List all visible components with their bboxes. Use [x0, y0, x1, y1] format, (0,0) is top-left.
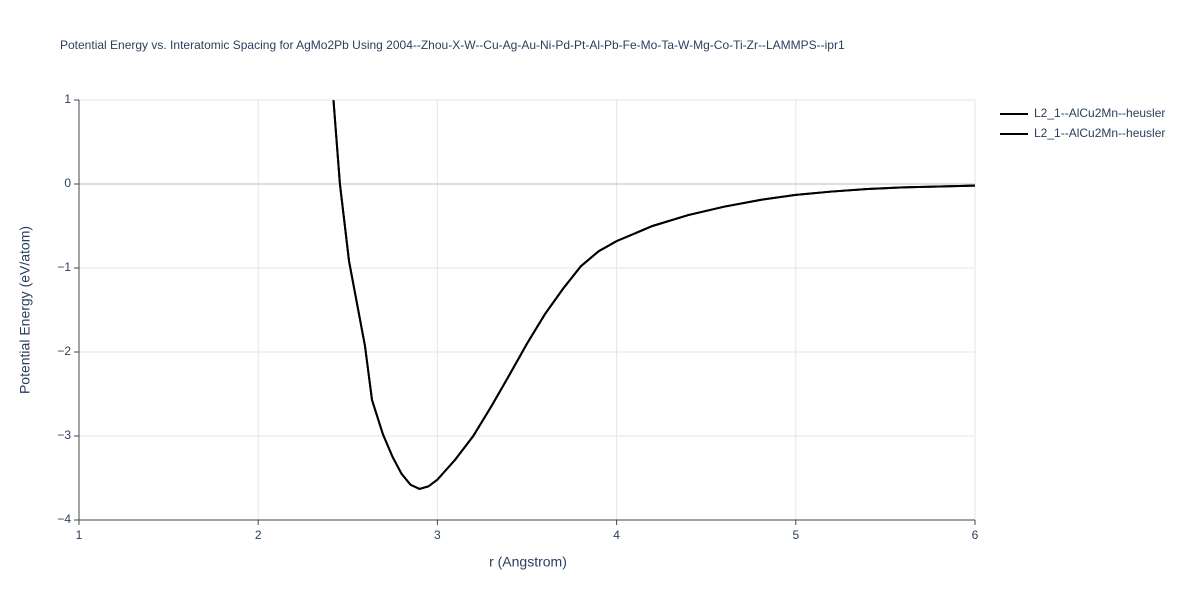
x-axis-label: r (Angstrom): [489, 554, 567, 570]
x-tick-label: 5: [792, 528, 799, 542]
chart-title: Potential Energy vs. Interatomic Spacing…: [60, 38, 845, 52]
y-tick-label: −3: [57, 428, 71, 442]
x-tick-label: 4: [613, 528, 620, 542]
x-tick-label: 2: [255, 528, 262, 542]
line-series: [332, 100, 975, 490]
y-tick-label: −2: [57, 344, 71, 358]
y-tick-label: 1: [64, 92, 71, 106]
legend-label: L2_1--AlCu2Mn--heusler: [1034, 126, 1165, 140]
x-tick-label: 1: [76, 528, 83, 542]
y-tick-label: 0: [64, 176, 71, 190]
x-tick-label: 6: [972, 528, 979, 542]
legend-label: L2_1--AlCu2Mn--heusler: [1034, 106, 1165, 120]
y-tick-label: −1: [57, 260, 71, 274]
y-axis-label: Potential Energy (eV/atom): [17, 226, 33, 394]
x-tick-label: 3: [434, 528, 441, 542]
line-series: [332, 100, 975, 490]
y-tick-label: −4: [57, 512, 71, 526]
